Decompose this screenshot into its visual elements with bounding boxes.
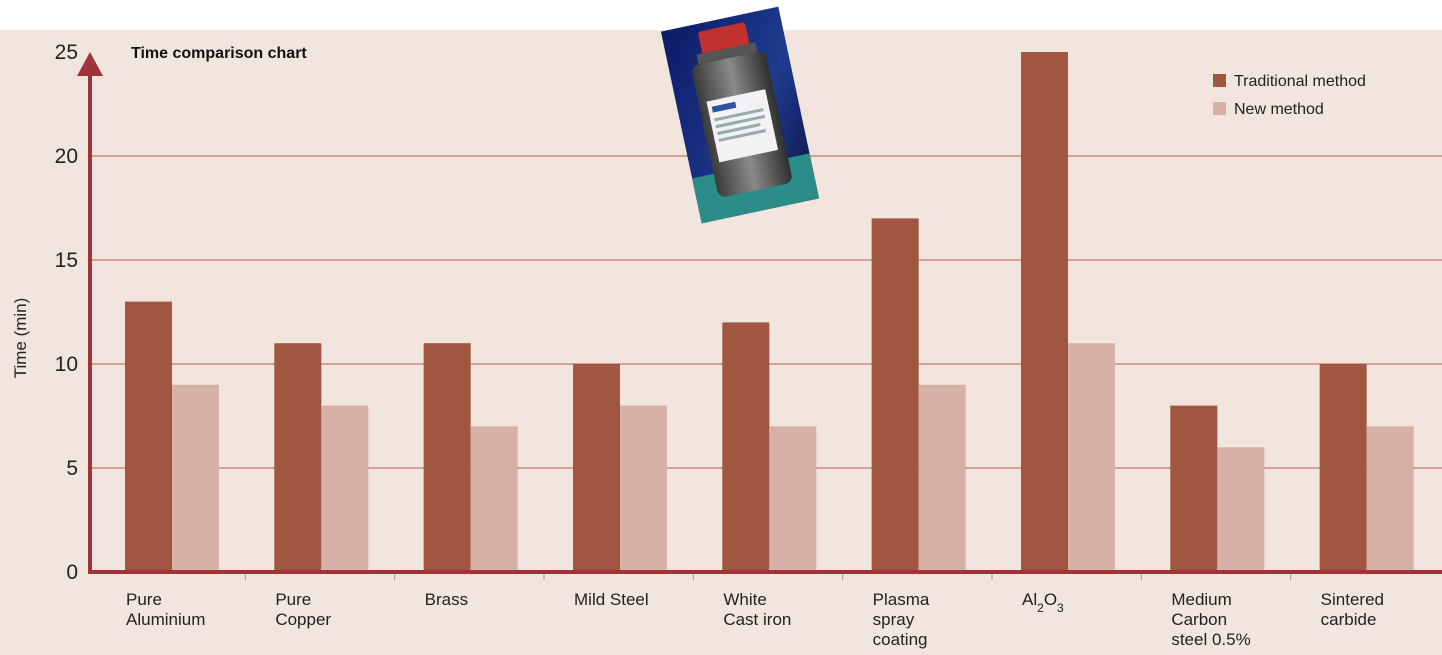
bar-traditional (573, 364, 620, 572)
x-tick-label: Medium Carbon steel 0.5% (1171, 590, 1250, 649)
bar-new (172, 384, 219, 572)
bars-layer (125, 52, 1414, 572)
y-tick-label: 15 (55, 249, 78, 272)
x-tick-label: Plasma spray coating (873, 590, 930, 649)
bar-new (620, 405, 667, 572)
legend: Traditional method New method (1213, 73, 1366, 118)
y-tick-label: 0 (66, 561, 78, 584)
y-tick-label: 20 (55, 145, 78, 168)
bar-traditional (125, 301, 172, 572)
bottle-photo-icon (660, 6, 820, 224)
x-tick-label: Pure Copper (275, 590, 331, 629)
y-axis-label: Time (min) (11, 298, 30, 379)
bar-traditional (274, 343, 322, 572)
label-layer: 0 5 10 15 20 25 Pure Aluminium Pure Copper Brass Mi… (55, 41, 1384, 649)
bar-new (918, 384, 966, 572)
legend-label-new: New method (1234, 101, 1324, 118)
legend-label-traditional: Traditional method (1234, 73, 1366, 90)
y-axis-arrow (77, 52, 103, 76)
y-tick-label: 25 (55, 41, 78, 64)
axis-layer (77, 52, 1442, 580)
chart-title: Time comparison chart (131, 45, 307, 62)
bar-new (470, 426, 518, 572)
bar-traditional (1021, 52, 1068, 572)
bar-new (1217, 447, 1265, 572)
bar-new (321, 405, 369, 572)
bar-traditional (423, 343, 471, 572)
bar-traditional (722, 322, 770, 572)
bar-new (1068, 343, 1115, 572)
y-tick-label: 5 (66, 457, 78, 480)
x-tick-label: Mild Steel (574, 590, 649, 609)
y-tick-label: 10 (55, 353, 78, 376)
bar-traditional (1170, 405, 1218, 572)
x-tick-label: White Cast iron (723, 590, 791, 629)
bar-traditional (871, 218, 919, 572)
x-tick-label: Al2O3 (1022, 590, 1064, 615)
x-tick-label: Brass (425, 590, 468, 609)
legend-swatch-traditional (1213, 74, 1226, 87)
bar-traditional (1319, 364, 1367, 572)
x-tick-label: Sintered carbide (1321, 590, 1384, 629)
bar-new (1366, 426, 1414, 572)
legend-swatch-new (1213, 102, 1226, 115)
bar-new (769, 426, 817, 572)
x-tick-label: Pure Aluminium (126, 590, 205, 629)
